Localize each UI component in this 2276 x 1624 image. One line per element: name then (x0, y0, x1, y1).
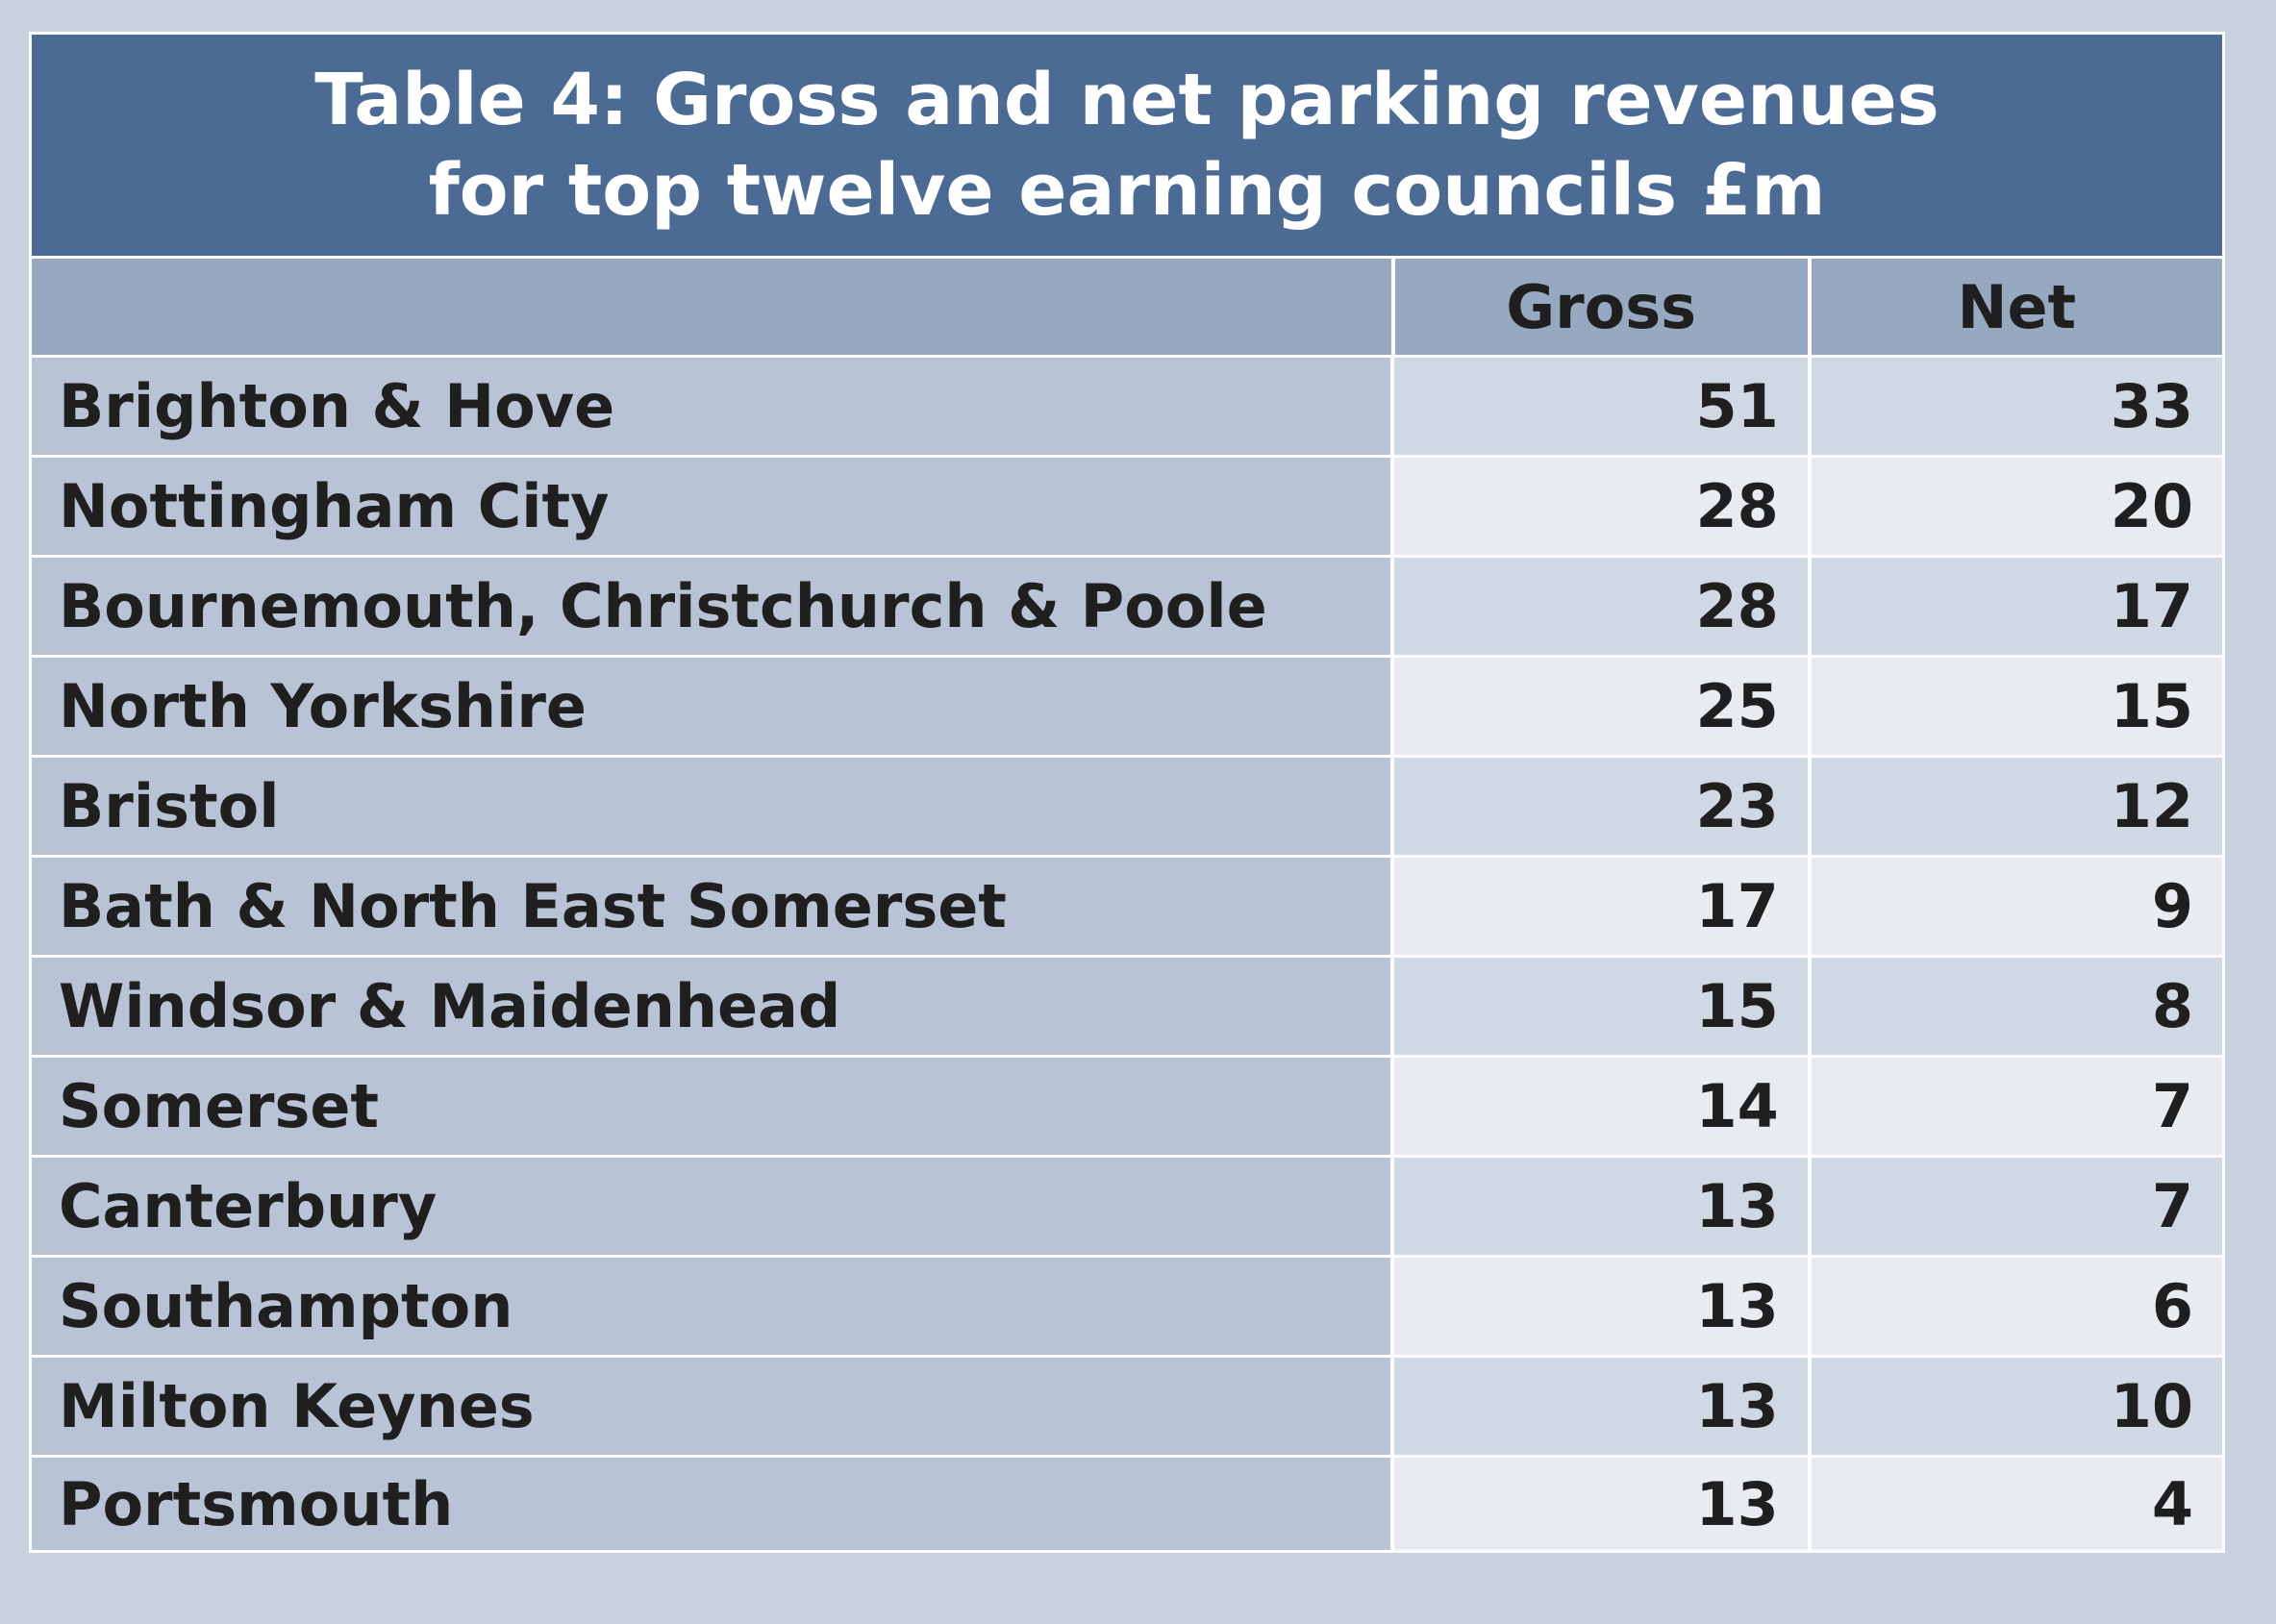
gross-value: 15 (1394, 958, 1808, 1055)
council-name: Canterbury (32, 1158, 1391, 1255)
gross-value: 28 (1394, 558, 1808, 655)
gross-value: 13 (1394, 1358, 1808, 1455)
net-value: 9 (1811, 858, 2222, 955)
table-row: Bournemouth, Christchurch & Poole 28 17 (32, 558, 2222, 655)
revenue-table: Table 4: Gross and net parking revenues … (29, 32, 2225, 1553)
council-name: Somerset (32, 1058, 1391, 1155)
table-row: Milton Keynes 13 10 (32, 1358, 2222, 1455)
column-header-council (32, 259, 1391, 355)
council-name: Milton Keynes (32, 1358, 1391, 1455)
table-row: North Yorkshire 25 15 (32, 658, 2222, 755)
gross-value: 13 (1394, 1458, 1808, 1550)
table-row: Bath & North East Somerset 17 9 (32, 858, 2222, 955)
table-row: Bristol 23 12 (32, 758, 2222, 855)
table-row: Brighton & Hove 51 33 (32, 358, 2222, 455)
table-header-row: Gross Net (32, 259, 2223, 355)
council-name: Southampton (32, 1258, 1391, 1355)
table-row: Windsor & Maidenhead 15 8 (32, 958, 2222, 1055)
council-name: Nottingham City (32, 458, 1391, 555)
council-name: Portsmouth (32, 1458, 1391, 1550)
table-row: Nottingham City 28 20 (32, 458, 2222, 555)
council-name: Bath & North East Somerset (32, 858, 1391, 955)
net-value: 4 (1811, 1458, 2222, 1550)
gross-value: 51 (1394, 358, 1808, 455)
net-value: 33 (1811, 358, 2222, 455)
table-title-line-1: Table 4: Gross and net parking revenues (314, 59, 1939, 141)
council-name: North Yorkshire (32, 658, 1391, 755)
net-value: 6 (1811, 1258, 2222, 1355)
gross-value: 17 (1394, 858, 1808, 955)
net-value: 15 (1811, 658, 2222, 755)
table-row: Canterbury 13 7 (32, 1158, 2222, 1255)
table-row: Southampton 13 6 (32, 1258, 2222, 1355)
gross-value: 13 (1394, 1158, 1808, 1255)
gross-value: 23 (1394, 758, 1808, 855)
net-value: 8 (1811, 958, 2222, 1055)
gross-value: 25 (1394, 658, 1808, 755)
net-value: 10 (1811, 1358, 2222, 1455)
table-row: Portsmouth 13 4 (32, 1458, 2222, 1550)
council-name: Windsor & Maidenhead (32, 958, 1391, 1055)
table-title-line-2: for top twelve earning councils £m (428, 149, 1826, 232)
council-name: Bournemouth, Christchurch & Poole (32, 558, 1391, 655)
column-header-gross: Gross (1394, 259, 1808, 355)
council-name: Brighton & Hove (32, 358, 1391, 455)
column-header-net: Net (1811, 259, 2223, 355)
table-row: Somerset 14 7 (32, 1058, 2222, 1155)
gross-value: 13 (1394, 1258, 1808, 1355)
net-value: 17 (1811, 558, 2222, 655)
net-value: 12 (1811, 758, 2222, 855)
net-value: 7 (1811, 1058, 2222, 1155)
net-value: 7 (1811, 1158, 2222, 1255)
net-value: 20 (1811, 458, 2222, 555)
table-title: Table 4: Gross and net parking revenues … (32, 35, 2222, 256)
council-name: Bristol (32, 758, 1391, 855)
gross-value: 28 (1394, 458, 1808, 555)
gross-value: 14 (1394, 1058, 1808, 1155)
